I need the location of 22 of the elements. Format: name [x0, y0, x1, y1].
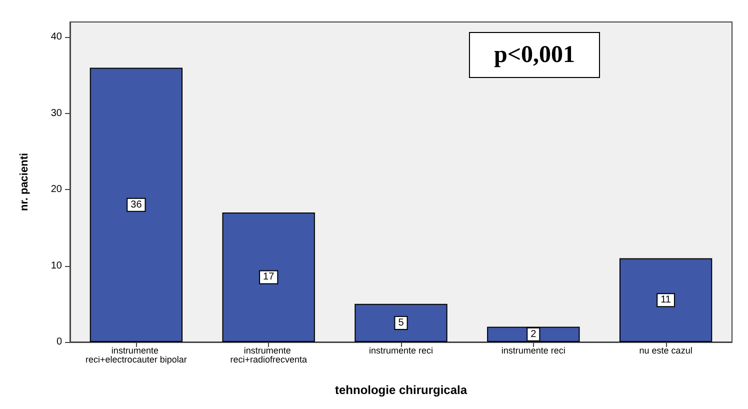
x-tick-label: instrumente reci+electrocauter bipolar: [86, 346, 187, 364]
y-axis-title: nr. pacienti: [18, 152, 30, 212]
bar: [90, 68, 183, 342]
data-label: 5: [398, 317, 404, 328]
y-tick-label: 0: [56, 336, 62, 348]
data-label: 2: [530, 328, 537, 340]
x-tick-label: nu este cazul: [639, 346, 692, 356]
y-tick-label: 40: [50, 32, 62, 43]
bar: [222, 212, 315, 342]
y-tick-label: 20: [50, 184, 62, 196]
data-label: 11: [660, 294, 672, 306]
annotation: p<0,001: [494, 42, 576, 68]
bar: [619, 258, 712, 342]
y-tick-label: 10: [50, 260, 62, 272]
bar: [354, 304, 448, 342]
x-axis-title: tehnologie chirurgicala: [334, 383, 468, 397]
x-tick-label: instrumente reci+radiofrecventa: [230, 346, 307, 364]
data-label: 36: [130, 199, 142, 210]
y-tick-label: 30: [50, 108, 62, 119]
x-tick-label: instrumente reci: [501, 346, 566, 356]
x-tick-label: instrumente reci: [368, 346, 434, 356]
data-label: 17: [263, 272, 275, 283]
